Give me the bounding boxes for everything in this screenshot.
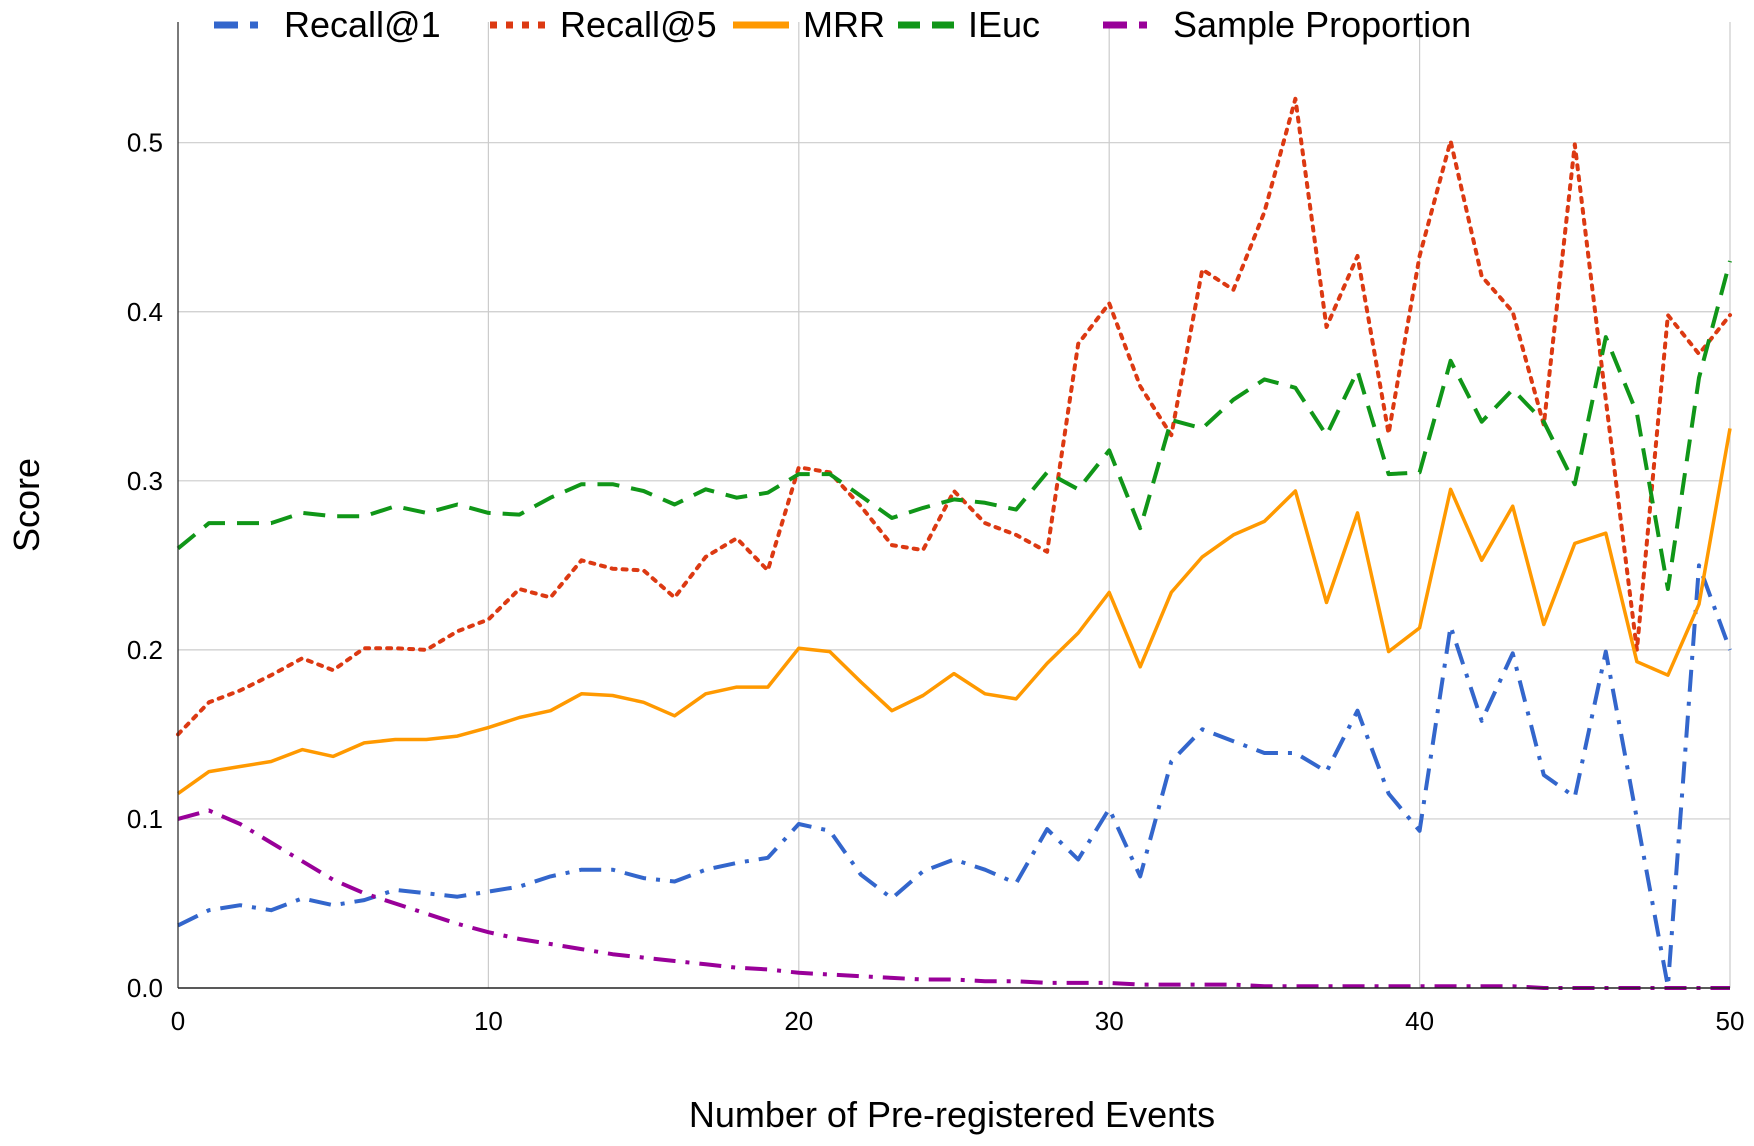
legend-label: Sample Proportion (1173, 4, 1471, 45)
legend-label: Recall@1 (284, 4, 441, 45)
series-layer (176, 96, 1732, 990)
y-tick-label: 0.1 (127, 804, 163, 834)
y-tick-label: 0.3 (127, 466, 163, 496)
y-tick-label: 0.0 (127, 973, 163, 1003)
legend-item-sample-proportion: Sample Proportion (1103, 4, 1471, 45)
legend-item-ieuc: IEuc (898, 4, 1040, 45)
x-tick-label: 0 (171, 1006, 185, 1036)
series-line-mrr (176, 428, 1732, 796)
x-axis-title: Number of Pre-registered Events (689, 1094, 1215, 1135)
y-tick-label: 0.2 (127, 635, 163, 665)
legend-item-recall-1: Recall@1 (214, 4, 441, 45)
x-tick-label: 30 (1095, 1006, 1124, 1036)
x-tick-label: 40 (1405, 1006, 1434, 1036)
legend-label: MRR (803, 4, 885, 45)
legend-item-mrr: MRR (733, 4, 885, 45)
legend-label: Recall@5 (560, 4, 717, 45)
y-tick-labels: 0.0 0.1 0.2 0.3 0.4 0.5 (127, 128, 163, 1003)
y-axis-title: Score (6, 458, 47, 552)
x-tick-label: 10 (474, 1006, 503, 1036)
x-tick-labels: 0 10 20 30 40 50 (171, 1006, 1745, 1036)
series-line-recall-5 (176, 96, 1732, 737)
x-tick-label: 20 (784, 1006, 813, 1036)
y-tick-label: 0.4 (127, 297, 163, 327)
legend: Recall@1 Recall@5 MRR IEuc Sample Proportion (214, 4, 1471, 45)
legend-item-recall-5: Recall@5 (490, 4, 717, 45)
series-line-recall-1 (177, 563, 1732, 989)
series-line-ieuc (176, 260, 1732, 591)
y-tick-label: 0.5 (127, 128, 163, 158)
grid (178, 22, 1731, 988)
x-tick-label: 50 (1716, 1006, 1745, 1036)
series-line-sample-proportion (177, 808, 1730, 990)
legend-label: IEuc (968, 4, 1040, 45)
